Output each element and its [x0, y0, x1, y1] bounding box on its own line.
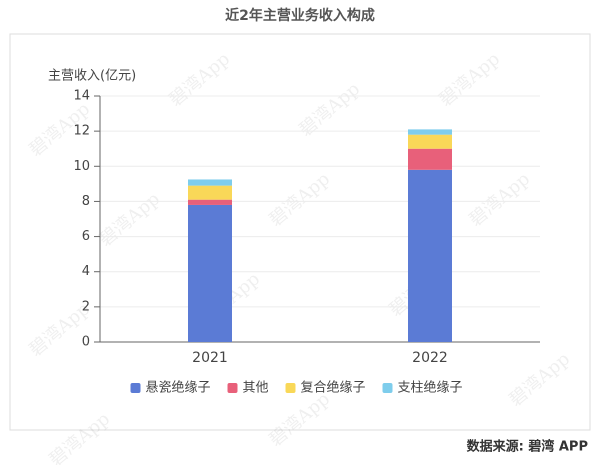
- source: 数据来源: 碧湾 APP: [467, 439, 588, 455]
- bar-segment: [408, 134, 452, 149]
- legend-label: 复合绝缘子: [301, 380, 366, 396]
- legend-marker: [285, 383, 296, 393]
- bar-segment: [188, 185, 232, 200]
- y-tick-label: 6: [82, 229, 90, 244]
- x-tick-label: 2022: [412, 350, 448, 366]
- x-tick-label: 2021: [192, 350, 228, 366]
- bar-segment: [188, 199, 232, 205]
- y-tick-label: 10: [73, 159, 90, 174]
- chart-panel: [9, 33, 591, 431]
- y-tick-label: 14: [73, 89, 90, 104]
- bar-segment: [408, 148, 452, 170]
- bar-segment: [188, 179, 232, 186]
- y-tick-label: 8: [82, 194, 90, 209]
- y-tick-label: 0: [82, 335, 90, 350]
- legend-label: 支柱绝缘子: [398, 380, 463, 396]
- legend-label: 悬瓷绝缘子: [146, 380, 211, 396]
- y-tick-label: 12: [73, 124, 90, 139]
- legend-marker: [130, 383, 141, 393]
- y-tick-label: 2: [82, 299, 90, 314]
- legend-marker: [382, 383, 393, 393]
- y-tick-label: 4: [82, 264, 90, 279]
- bar-segment: [408, 169, 452, 342]
- legend-marker: [227, 383, 238, 393]
- bar-segment: [188, 204, 232, 342]
- legend-label: 其他: [243, 381, 269, 396]
- chart-title: 近2年主营业务收入构成: [225, 7, 375, 24]
- y-axis-label: 主营收入(亿元): [48, 69, 136, 84]
- bar-segment: [408, 129, 452, 135]
